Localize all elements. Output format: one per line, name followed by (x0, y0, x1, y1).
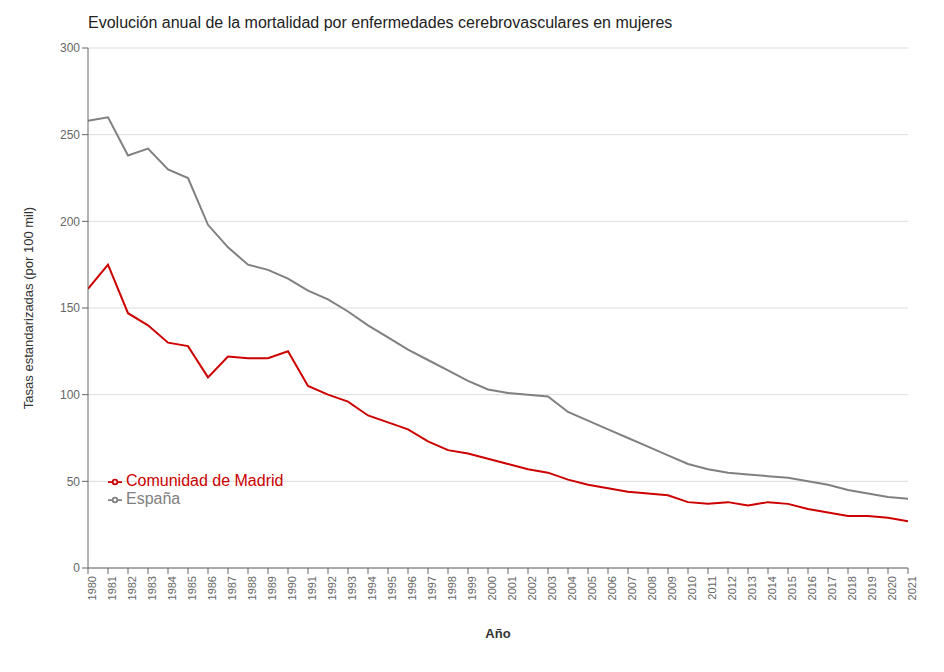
svg-text:2012: 2012 (726, 576, 738, 600)
svg-text:1980: 1980 (86, 576, 98, 600)
svg-text:2007: 2007 (626, 576, 638, 600)
svg-text:1984: 1984 (166, 576, 178, 600)
svg-text:1999: 1999 (466, 576, 478, 600)
svg-text:50: 50 (67, 475, 81, 489)
svg-text:1994: 1994 (366, 576, 378, 600)
svg-text:1986: 1986 (206, 576, 218, 600)
svg-text:1990: 1990 (286, 576, 298, 600)
svg-text:1992: 1992 (326, 576, 338, 600)
svg-text:2018: 2018 (846, 576, 858, 600)
svg-text:1981: 1981 (106, 576, 118, 600)
svg-text:2013: 2013 (746, 576, 758, 600)
svg-text:2021: 2021 (906, 576, 918, 600)
svg-text:2017: 2017 (826, 576, 838, 600)
svg-text:100: 100 (60, 388, 80, 402)
svg-text:1996: 1996 (406, 576, 418, 600)
svg-text:2011: 2011 (706, 576, 718, 600)
svg-text:2004: 2004 (566, 576, 578, 600)
svg-text:Tasas estandarizadas (por 100: Tasas estandarizadas (por 100 mil) (21, 207, 36, 409)
svg-text:2003: 2003 (546, 576, 558, 600)
svg-text:1982: 1982 (126, 576, 138, 600)
svg-text:2014: 2014 (766, 576, 778, 600)
svg-text:2008: 2008 (646, 576, 658, 600)
svg-text:Año: Año (485, 626, 510, 641)
svg-text:1989: 1989 (266, 576, 278, 600)
svg-text:2001: 2001 (506, 576, 518, 600)
svg-text:1987: 1987 (226, 576, 238, 600)
html-text:Comunidad de Madrid: Comunidad de Madrid (126, 472, 284, 489)
svg-text:1993: 1993 (346, 576, 358, 600)
svg-text:2020: 2020 (886, 576, 898, 600)
svg-text:1995: 1995 (386, 576, 398, 600)
svg-text:1998: 1998 (446, 576, 458, 600)
svg-text:2006: 2006 (606, 576, 618, 600)
svg-text:1988: 1988 (246, 576, 258, 600)
svg-text:2015: 2015 (786, 576, 798, 600)
svg-text:1997: 1997 (426, 576, 438, 600)
svg-text:2019: 2019 (866, 576, 878, 600)
svg-text:2009: 2009 (666, 576, 678, 600)
svg-text:0: 0 (73, 561, 80, 575)
html-text:Evolución anual de la mortalid: Evolución anual de la mortalidad por enf… (88, 14, 673, 31)
svg-text:150: 150 (60, 301, 80, 315)
svg-text:1983: 1983 (146, 576, 158, 600)
svg-text:300: 300 (60, 41, 80, 55)
svg-text:2000: 2000 (486, 576, 498, 600)
svg-text:1991: 1991 (306, 576, 318, 600)
svg-text:2010: 2010 (686, 576, 698, 600)
svg-text:200: 200 (60, 215, 80, 229)
svg-text:250: 250 (60, 128, 80, 142)
svg-text:2002: 2002 (526, 576, 538, 600)
svg-text:1985: 1985 (186, 576, 198, 600)
svg-text:2016: 2016 (806, 576, 818, 600)
html-text:España: España (126, 490, 181, 507)
svg-text:2005: 2005 (586, 576, 598, 600)
